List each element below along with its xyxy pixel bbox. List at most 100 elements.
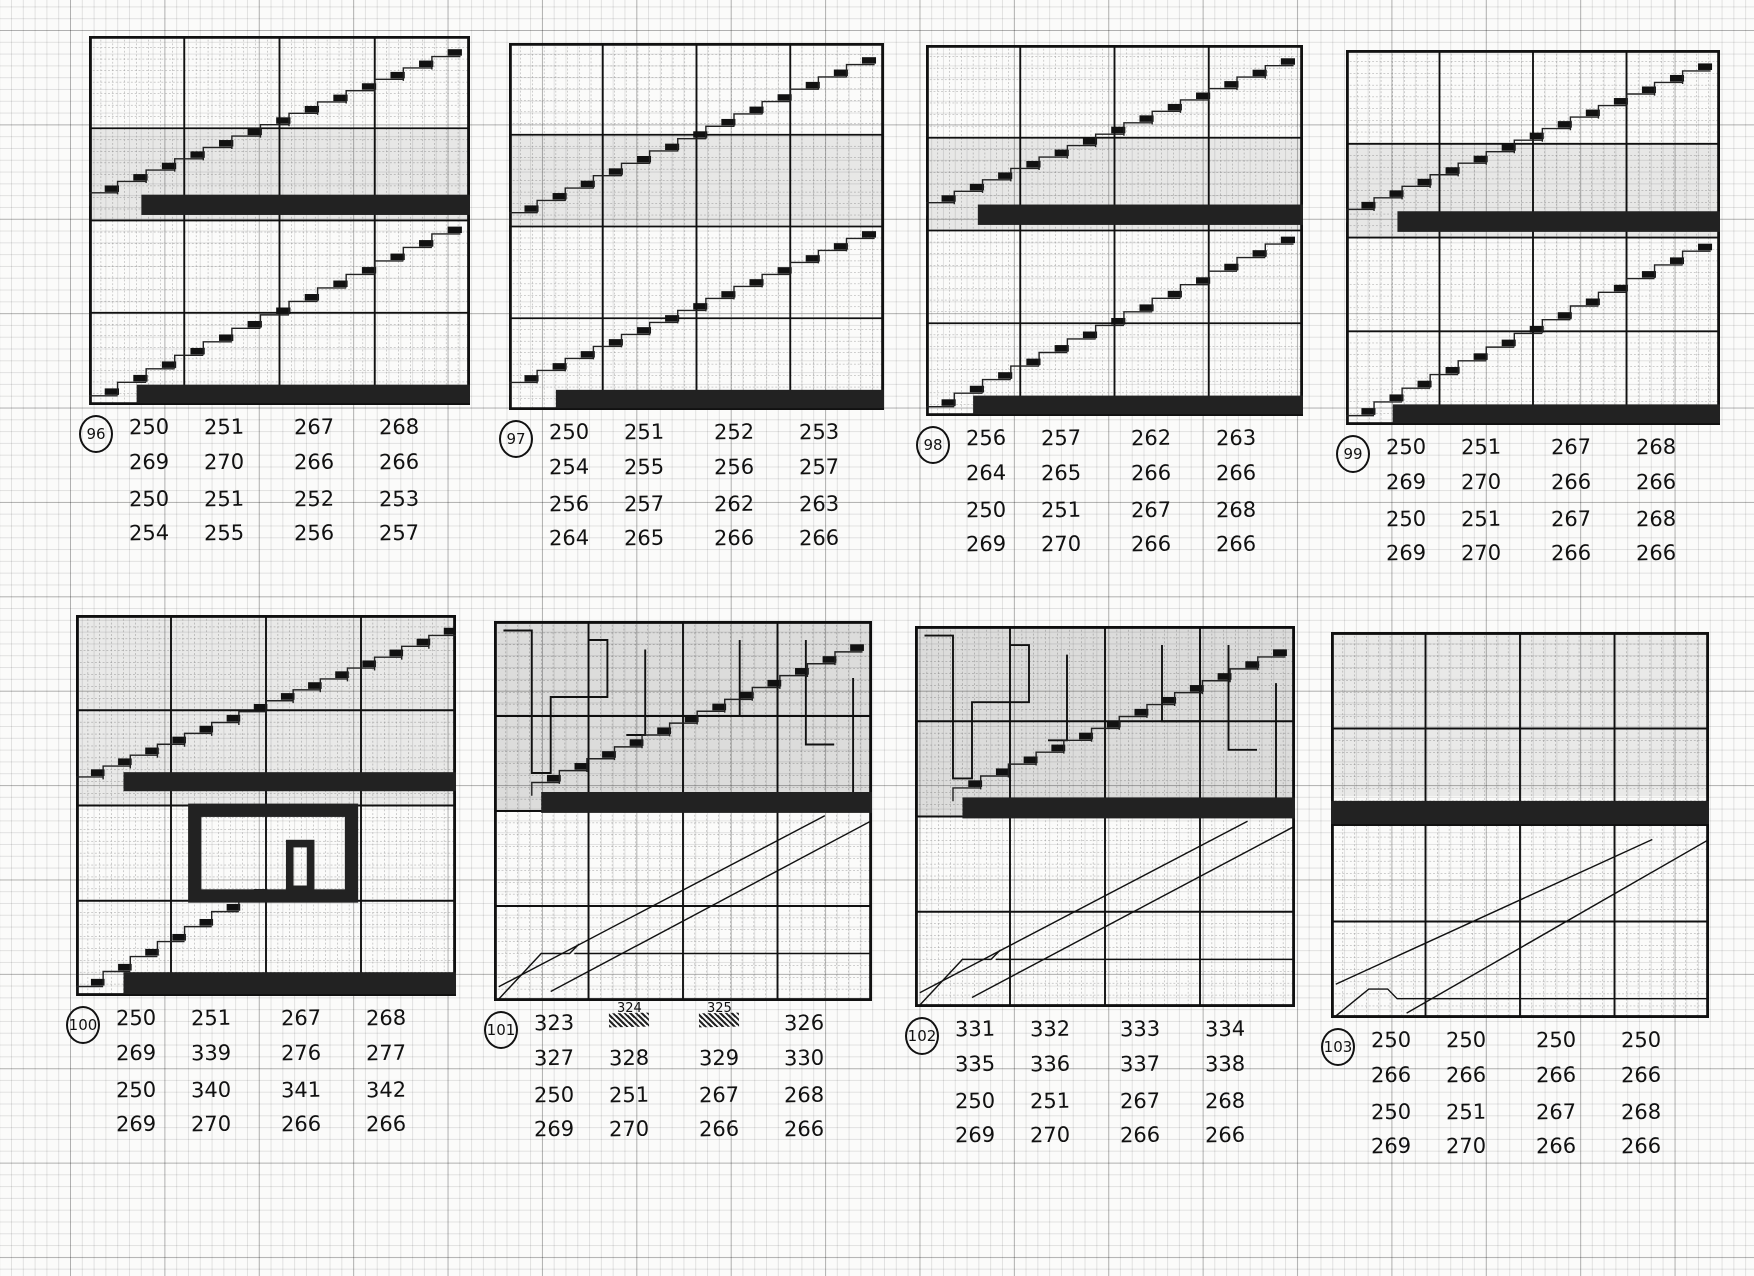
stair-step	[648, 321, 678, 336]
number-table-99: 99 250 251 267 268 269 270 266 266 250 251 267 268 26…	[1336, 433, 1736, 583]
stair-step	[953, 392, 983, 407]
stair-step	[1681, 250, 1711, 265]
stair-block	[1111, 317, 1126, 325]
stair-block	[968, 780, 983, 787]
stair-block	[1529, 132, 1544, 140]
stair-step	[952, 787, 981, 802]
stair-block	[172, 736, 186, 744]
table-cell: 256	[293, 520, 335, 546]
stair-block	[308, 682, 322, 689]
stair-block	[333, 94, 348, 102]
stair-block	[90, 978, 105, 986]
table-cell: 267	[1550, 506, 1592, 532]
floor-bar	[541, 792, 872, 813]
stair-step	[1229, 668, 1258, 683]
table-cell: 269	[965, 531, 1007, 557]
stair-step	[1429, 174, 1459, 188]
stair-step	[1625, 277, 1655, 292]
stair-step	[1035, 751, 1064, 766]
stair-block	[1224, 81, 1239, 88]
stair-step	[1066, 144, 1096, 159]
stair-block	[304, 294, 320, 301]
table-cell: 266	[1620, 1133, 1662, 1159]
stair-block	[145, 747, 159, 755]
stair-block	[861, 57, 877, 64]
stair-block	[998, 172, 1013, 179]
stair-step	[789, 261, 819, 276]
stair-block	[361, 267, 377, 274]
stair-step	[202, 341, 232, 355]
table-cell: 250	[1620, 1027, 1662, 1053]
table-cell: 266	[1620, 1062, 1662, 1088]
table-cell: 265	[1040, 460, 1082, 486]
stair-block	[524, 205, 539, 212]
stair-block	[1023, 756, 1038, 764]
table-cell: 250	[128, 486, 170, 512]
stair-block	[276, 307, 291, 314]
sheet-number-circle: 96	[79, 415, 113, 453]
slope-line	[1335, 838, 1653, 985]
table-cell: 251	[190, 1005, 232, 1031]
table-cell: 333	[1119, 1016, 1161, 1042]
stair-step	[211, 910, 239, 925]
table-cell: 266	[1204, 1122, 1246, 1148]
stair-block	[1134, 708, 1149, 716]
floor-bar	[136, 384, 470, 404]
stair-step	[761, 273, 791, 288]
stair-step	[402, 67, 432, 81]
stair-block	[693, 131, 708, 138]
stair-block	[280, 693, 295, 700]
slope-line	[550, 819, 872, 993]
stair-block	[118, 758, 132, 766]
table-cell: 267	[698, 1082, 740, 1108]
stair-block	[199, 918, 214, 926]
stair-block	[1557, 312, 1572, 319]
stair-block	[1445, 167, 1460, 174]
stair-step	[979, 775, 1009, 790]
room	[188, 803, 359, 903]
table-cell: 262	[1130, 425, 1172, 451]
table-cell: 270	[1460, 469, 1502, 495]
stair-block	[1196, 277, 1211, 284]
stair-block	[1245, 661, 1260, 668]
stair-step	[1373, 401, 1403, 416]
table-cell: 270	[1445, 1133, 1487, 1159]
stair-step	[1457, 360, 1487, 374]
level-sketch-100	[76, 615, 456, 996]
stair-block	[969, 183, 984, 191]
table-cell: 266	[1119, 1122, 1161, 1148]
table-cell: 266	[1215, 460, 1257, 486]
table-cell: 268	[365, 1005, 407, 1031]
stair-step	[238, 710, 266, 725]
stair-block	[1026, 358, 1041, 366]
table-cell: 266	[1635, 469, 1677, 495]
stair-step	[1038, 351, 1068, 366]
table-cell: 266	[280, 1111, 322, 1137]
stair-step	[953, 190, 983, 205]
stair-block	[1051, 744, 1066, 752]
table-cell: 267	[293, 414, 335, 440]
table-cell: 267	[1535, 1099, 1577, 1125]
stair-block	[1641, 271, 1656, 278]
stair-block	[419, 60, 434, 68]
stair-step	[116, 180, 147, 195]
table-cell: 255	[623, 454, 665, 480]
table-cell: 266	[1370, 1062, 1412, 1088]
stair-block	[1224, 263, 1239, 271]
stair-block	[833, 69, 848, 76]
stair-step	[1429, 373, 1459, 388]
table-cell: 267	[280, 1005, 322, 1031]
table-cell: 266	[1550, 540, 1592, 566]
table-cell: 276	[280, 1040, 322, 1066]
table-cell: 270	[1040, 531, 1082, 557]
table-cell: 250	[128, 414, 170, 440]
table-cell: 264	[965, 460, 1007, 486]
sheet-number-circle: 97	[499, 420, 533, 458]
table-cell: 267	[1130, 497, 1172, 523]
stair-step	[981, 179, 1011, 193]
stair-step	[751, 686, 780, 701]
stair-block	[1273, 649, 1287, 657]
sketch-border	[1346, 50, 1720, 425]
table-cell: 251	[608, 1082, 650, 1108]
stair-step	[89, 395, 118, 405]
